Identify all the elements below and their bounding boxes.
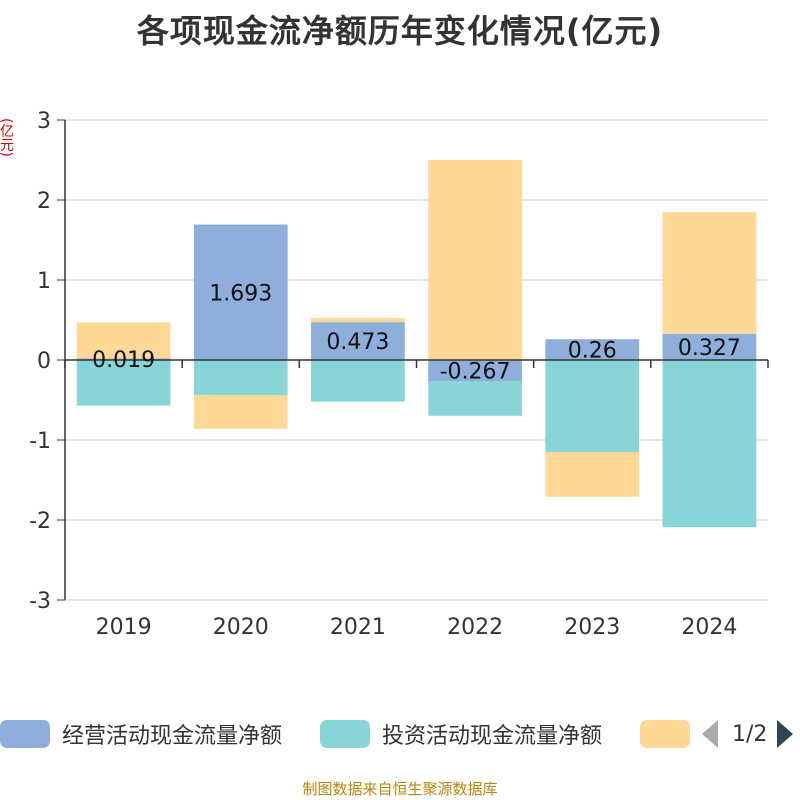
data-label: 0.327 — [678, 336, 741, 361]
x-tick-label: 2024 — [681, 615, 737, 640]
stacked-bar-chart: -3 -2 -1 0 1 2 3 0.019 1.693 0.473 -0.267 0.26 0.327… — [29, 109, 769, 640]
bar-segment — [545, 360, 640, 452]
legend-item-operating[interactable]: 经营活动现金流量净额 — [0, 716, 282, 752]
y-tick-label: -1 — [29, 429, 51, 454]
bar-segment — [662, 212, 757, 334]
legend-label-investing: 投资活动现金流量净额 — [382, 724, 603, 749]
y-tick-label: 1 — [37, 269, 51, 294]
legend-label-operating: 经营活动现金流量净额 — [62, 724, 283, 749]
y-tick-label: 0 — [37, 349, 51, 374]
data-label: 0.26 — [568, 339, 617, 364]
legend-item-investing[interactable]: 投资活动现金流量净额 — [320, 716, 602, 752]
legend-swatch-operating — [0, 720, 50, 748]
chart-legend: 经营活动现金流量净额 投资活动现金流量净额 — [0, 716, 800, 752]
bar-segment — [76, 360, 171, 406]
bar-segment — [76, 322, 171, 359]
y-tick-label: 2 — [37, 189, 51, 214]
bar-segment — [428, 160, 522, 360]
data-label: 1.693 — [209, 281, 272, 306]
legend-pager: 1/2 — [702, 716, 794, 752]
bar-segment — [428, 381, 522, 416]
data-label: 0.019 — [92, 348, 155, 373]
bar-segment — [311, 360, 405, 402]
bar-segment — [662, 360, 757, 528]
bar-segment — [193, 360, 288, 396]
legend-swatch-financing — [640, 720, 690, 748]
bar-segment — [76, 358, 171, 360]
bar-segment — [193, 224, 288, 360]
y-tick-label: -3 — [29, 589, 51, 614]
bar-segment — [545, 452, 640, 497]
legend-item-financing[interactable] — [640, 716, 690, 752]
y-tick-label: -2 — [29, 509, 51, 534]
y-axis-unit-label: (亿元) — [0, 118, 14, 157]
legend-swatch-investing — [320, 720, 370, 748]
bar-segment — [662, 333, 757, 360]
x-tick-label: 2019 — [96, 615, 152, 640]
bar-segment — [311, 318, 405, 323]
bar-segment — [311, 322, 405, 360]
y-tick-label: 3 — [37, 109, 51, 134]
pager-next-icon[interactable] — [777, 720, 794, 748]
data-label: -0.267 — [440, 360, 511, 385]
data-source-footer: 制图数据来自恒生聚源数据库 — [302, 780, 498, 798]
x-tick-label: 2023 — [564, 615, 620, 640]
pager-page-text: 1/2 — [732, 721, 768, 747]
x-tick-label: 2021 — [330, 615, 386, 640]
pager-prev-icon[interactable] — [702, 720, 718, 748]
chart-title: 各项现金流净额历年变化情况(亿元) — [136, 12, 664, 50]
x-tick-label: 2020 — [213, 615, 269, 640]
bar-segment — [545, 339, 640, 360]
bar-segment — [428, 360, 522, 382]
bar-segment — [193, 395, 288, 429]
x-tick-label: 2022 — [447, 615, 503, 640]
data-label: 0.473 — [326, 330, 389, 355]
